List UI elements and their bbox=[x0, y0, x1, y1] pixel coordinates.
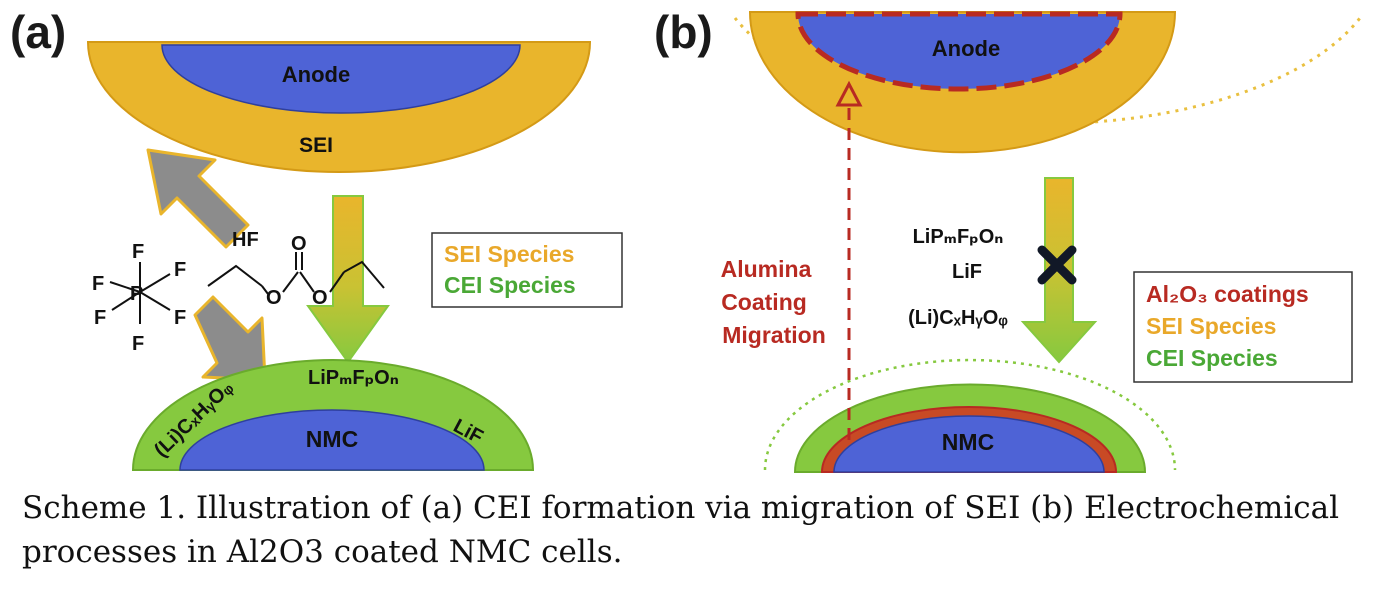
legend-a-sei: SEI Species bbox=[444, 241, 574, 267]
anode-label-b: Anode bbox=[932, 36, 1000, 61]
legend-b-cei: CEI Species bbox=[1146, 345, 1278, 371]
legend-box-b bbox=[1133, 271, 1353, 383]
pf6-f-upper-left: F bbox=[92, 273, 104, 295]
migration-label-line1: Alumina bbox=[721, 256, 812, 282]
pf6-f-upper-right: F bbox=[174, 259, 186, 281]
species-b-licxhyoz: (Li)CₓHᵧOᵩ bbox=[908, 307, 1008, 329]
panel-a-tag: (a) bbox=[10, 6, 66, 58]
pf6-f-top: F bbox=[132, 241, 144, 263]
migration-label-line3: Migration bbox=[722, 322, 826, 348]
migration-label-line2: Coating bbox=[721, 289, 807, 315]
nmc-a bbox=[179, 409, 485, 471]
nmc-label-a: NMC bbox=[306, 426, 358, 452]
diethyl-carbonate bbox=[207, 252, 385, 295]
cei-dotted-boundary-b bbox=[763, 358, 1177, 471]
panel-b-tag: (b) bbox=[654, 6, 713, 58]
pf6-f-lower-left: F bbox=[94, 307, 106, 329]
hf-label: HF bbox=[232, 229, 259, 251]
ester-o-right: O bbox=[312, 287, 328, 309]
pf6-molecule bbox=[109, 262, 171, 324]
legend-box-a bbox=[431, 232, 623, 308]
alumina-migration-arrowhead bbox=[835, 80, 863, 107]
species-b-lipf: LiPₘFₚOₙ bbox=[913, 226, 1004, 248]
panel-b: (b) Anode NMC bbox=[654, 6, 1362, 473]
species-b-lif: LiF bbox=[952, 261, 982, 283]
anode-label-a: Anode bbox=[282, 62, 350, 87]
pf6-p: P bbox=[130, 283, 143, 305]
blocked-x-icon bbox=[1037, 245, 1077, 285]
figure-caption: Scheme 1. Illustration of (a) CEI format… bbox=[22, 490, 1340, 570]
decomposition-arrow bbox=[193, 295, 267, 382]
ester-o-left: O bbox=[266, 287, 282, 309]
panel-a: (a) Anode SEI HF F bbox=[10, 6, 623, 471]
anode-b bbox=[795, 11, 1123, 92]
sei-label-a: SEI bbox=[299, 134, 333, 157]
hf-migration-arrow bbox=[146, 148, 250, 249]
legend-b-al2o3: Al₂O₃ coatings bbox=[1146, 281, 1309, 307]
anode-a bbox=[161, 44, 521, 114]
pf6-f-bottom: F bbox=[132, 333, 144, 355]
pf6-f-lower-right: F bbox=[174, 307, 186, 329]
nmc-label-b: NMC bbox=[942, 429, 994, 455]
legend-a-cei: CEI Species bbox=[444, 272, 576, 298]
nmc-b bbox=[833, 415, 1105, 473]
sei-to-cei-arrow-a bbox=[306, 195, 390, 364]
cei-formation-diagram: (a) Anode SEI HF F bbox=[10, 6, 1362, 473]
lipf-label-a: LiPₘFₚOₙ bbox=[308, 367, 399, 389]
legend-b-sei: SEI Species bbox=[1146, 313, 1276, 339]
carbonyl-o: O bbox=[291, 233, 307, 255]
